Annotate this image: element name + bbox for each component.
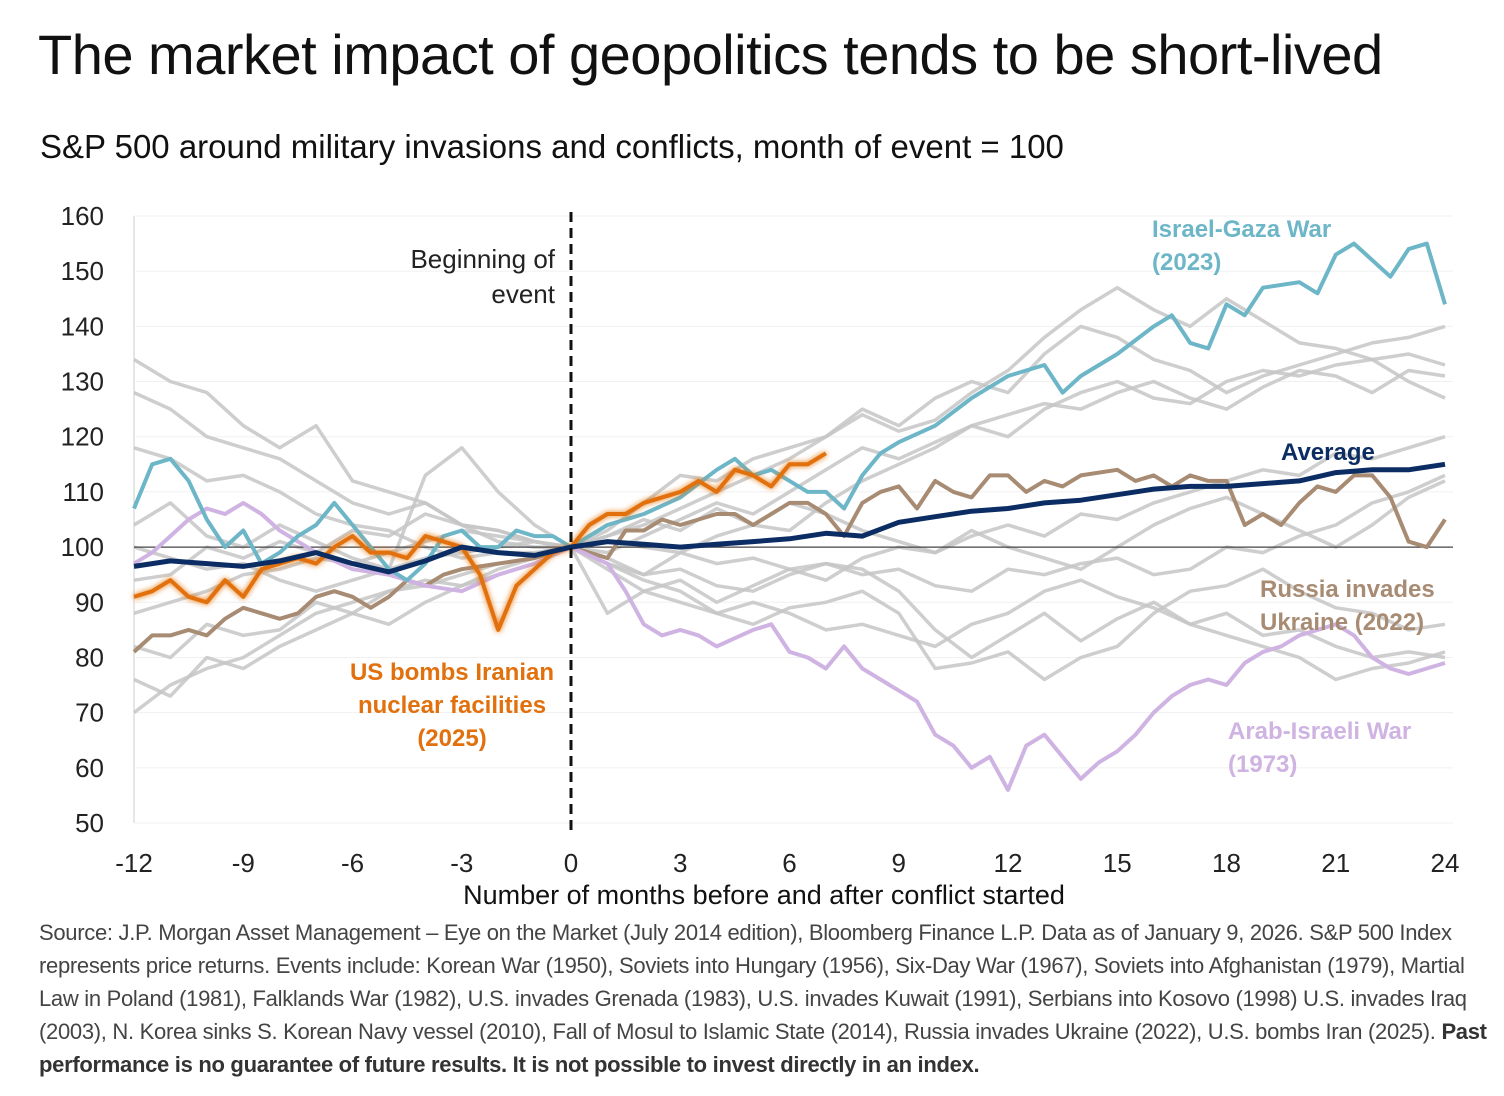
- y-tick-label: 80: [75, 642, 104, 672]
- event-label-line2: event: [491, 279, 555, 309]
- x-axis-label: Number of months before and after confli…: [463, 880, 1065, 910]
- y-tick-label: 90: [75, 587, 104, 617]
- x-tick-label: -12: [115, 848, 153, 878]
- highlighted-series: [132, 241, 1447, 792]
- y-axis-ticks: 50 60 70 80 90 100 110 120 130 140 150 160: [61, 201, 104, 838]
- y-tick-label: 160: [61, 201, 104, 231]
- chart-title: The market impact of geopolitics tends t…: [38, 23, 1383, 86]
- disclaimer: Past performance is no guarantee of futu…: [39, 1019, 1487, 1077]
- x-tick-label: 9: [892, 848, 906, 878]
- annotation-iran: US bombs Iranian: [350, 659, 554, 686]
- annotation-israel-gaza: (2023): [1152, 249, 1221, 276]
- x-tick-label: 0: [564, 848, 578, 878]
- x-tick-label: 3: [673, 848, 687, 878]
- x-tick-label: -9: [232, 848, 255, 878]
- x-tick-label: 18: [1212, 848, 1241, 878]
- x-tick-label: 24: [1431, 848, 1460, 878]
- y-tick-label: 70: [75, 698, 104, 728]
- y-tick-label: 60: [75, 753, 104, 783]
- background-series-line: [132, 352, 1446, 714]
- x-tick-label: -3: [450, 848, 473, 878]
- background-series-line: [133, 368, 1446, 593]
- annotation-israel-gaza: Israel-Gaza War: [1152, 216, 1331, 243]
- y-tick-label: 120: [61, 422, 104, 452]
- series-line-iran: [133, 451, 827, 632]
- x-tick-label: 6: [782, 848, 796, 878]
- y-tick-label: 150: [61, 256, 104, 286]
- annotation-russia: Ukraine (2022): [1260, 609, 1424, 636]
- x-tick-label: 15: [1103, 848, 1132, 878]
- x-tick-label: -6: [341, 848, 364, 878]
- background-series-line: [133, 545, 1446, 682]
- background-series-line: [133, 285, 1446, 549]
- x-tick-label: 12: [994, 848, 1023, 878]
- event-label-line1: Beginning of: [410, 244, 555, 274]
- x-tick-label: 21: [1321, 848, 1350, 878]
- y-tick-label: 140: [61, 311, 104, 341]
- annotation-average: Average: [1281, 439, 1375, 466]
- series-line-average: [133, 461, 1446, 575]
- y-tick-label: 50: [75, 808, 104, 838]
- series-line-israel-gaza: [132, 241, 1447, 583]
- x-axis-ticks: -12 -9 -6 -3 0 3 6 9 12 15 18 21 24: [115, 848, 1459, 878]
- y-tick-label: 100: [61, 532, 104, 562]
- series-line-arab-israeli: [132, 500, 1446, 792]
- series-line-russia: [132, 467, 1447, 654]
- annotation-iran: (2025): [417, 725, 486, 752]
- source-text: Source: J.P. Morgan Asset Management – E…: [39, 920, 1467, 1044]
- y-tick-label: 110: [63, 477, 104, 507]
- series-annotations: Israel-Gaza War (2023) Average Russia invad…: [350, 216, 1435, 778]
- chart-subtitle: S&P 500 around military invasions and co…: [40, 128, 1064, 165]
- annotation-arab-israeli: Arab-Israeli War: [1228, 718, 1411, 745]
- annotation-iran: nuclear facilities: [358, 692, 546, 719]
- y-tick-label: 130: [61, 367, 104, 397]
- annotation-arab-israeli: (1973): [1228, 751, 1297, 778]
- source-note: Source: J.P. Morgan Asset Management – E…: [39, 916, 1489, 1081]
- annotation-russia: Russia invades: [1260, 576, 1435, 603]
- background-series-line: [133, 358, 1446, 660]
- background-series: [132, 285, 1446, 714]
